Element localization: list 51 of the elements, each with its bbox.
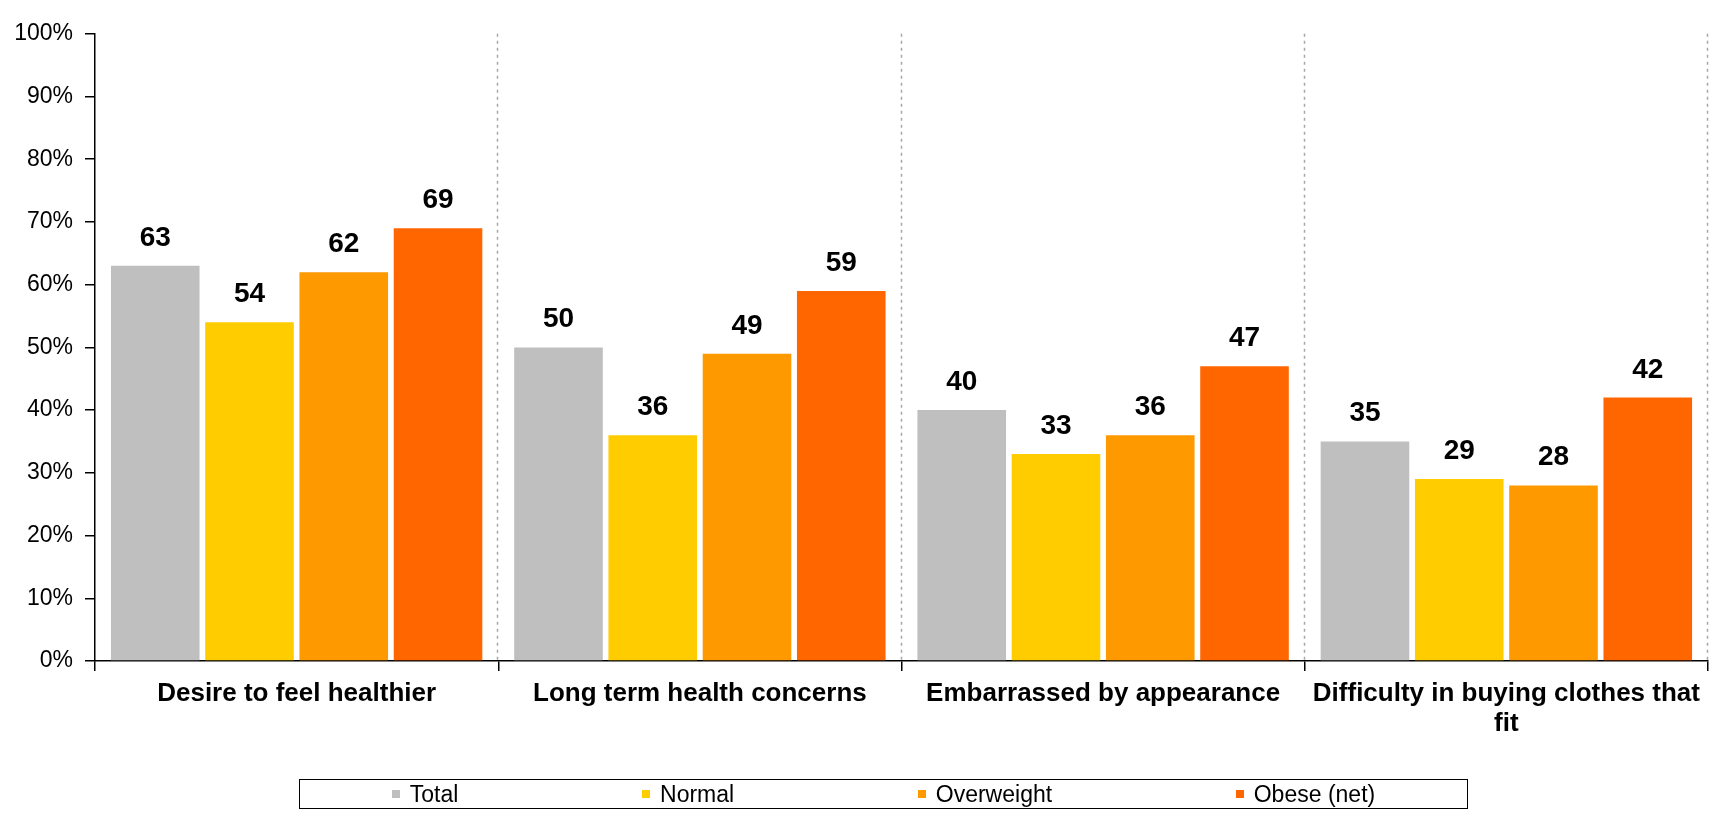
data-label: 69 — [422, 183, 454, 215]
bar — [393, 228, 483, 661]
x-tick-label: Difficulty in buying clothes that fit — [1312, 677, 1701, 738]
data-label: 42 — [1632, 352, 1664, 384]
data-label: 33 — [1040, 409, 1072, 441]
bar — [608, 435, 698, 661]
y-tick-label: 90% — [26, 81, 73, 108]
data-label: 35 — [1349, 396, 1381, 428]
legend-label: Total — [409, 780, 459, 808]
bar — [1603, 397, 1693, 661]
data-label: 40 — [946, 365, 978, 397]
bar — [1509, 485, 1598, 661]
y-tick-label: 30% — [26, 458, 73, 485]
y-tick-label: 0% — [39, 646, 73, 673]
y-tick-label: 20% — [26, 520, 73, 547]
y-tick-label: 70% — [26, 207, 73, 234]
bar — [917, 410, 1007, 661]
bar — [1011, 454, 1101, 661]
data-label: 63 — [139, 220, 171, 252]
legend-label: Normal — [660, 780, 735, 808]
bar — [205, 322, 294, 661]
y-tick-label: 60% — [26, 270, 73, 297]
bar — [702, 353, 792, 661]
y-tick-label: 50% — [26, 332, 73, 359]
bar — [514, 347, 603, 661]
data-label: 28 — [1537, 440, 1570, 472]
data-label: 59 — [825, 245, 857, 277]
data-label: 36 — [637, 390, 669, 422]
bar — [1200, 366, 1289, 661]
legend-label: Obese (net) — [1253, 780, 1376, 808]
legend-label: Overweight — [935, 780, 1053, 808]
data-label: 47 — [1228, 321, 1261, 353]
data-label: 49 — [731, 308, 763, 340]
bar — [110, 265, 200, 661]
x-tick-label: Embarrassed by appearance — [926, 677, 1281, 708]
bar — [1105, 435, 1195, 661]
y-tick-label: 10% — [26, 583, 73, 610]
data-label: 36 — [1134, 390, 1166, 422]
data-label: 54 — [233, 277, 266, 309]
y-tick-label: 40% — [26, 395, 73, 422]
bar — [299, 272, 389, 661]
data-label: 29 — [1443, 434, 1475, 466]
x-tick-label: Long term health concerns — [533, 677, 867, 708]
data-label: 50 — [542, 302, 575, 334]
y-tick-label: 100% — [14, 19, 73, 46]
x-tick-label: Desire to feel healthier — [157, 677, 437, 708]
bar — [796, 290, 886, 661]
bar — [1414, 479, 1504, 661]
data-label: 62 — [328, 227, 360, 259]
bar — [1320, 441, 1410, 661]
y-tick-label: 80% — [26, 144, 73, 171]
